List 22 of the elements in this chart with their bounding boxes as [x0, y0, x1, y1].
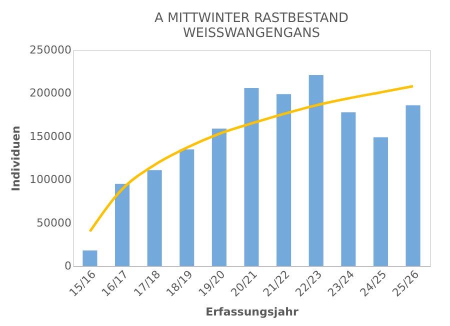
x-axis-title: Erfassungsjahr [206, 306, 299, 319]
y-tick-label: 100000 [30, 173, 72, 186]
bar [406, 105, 420, 266]
text: WEISSWANGENGANS [182, 26, 320, 41]
bar [308, 75, 324, 266]
bar [82, 250, 98, 266]
text: A MITTWINTER RASTBESTAND [154, 11, 348, 26]
bar [244, 88, 259, 266]
bar [341, 112, 356, 266]
y-tick-label: 250000 [30, 44, 72, 56]
line-series [88, 85, 414, 233]
bar [115, 184, 130, 266]
bar [180, 149, 194, 266]
bar [373, 137, 388, 266]
bar [276, 94, 292, 266]
bar [147, 170, 162, 266]
bar [212, 128, 226, 266]
y-tick-label: 200000 [30, 86, 72, 100]
y-tick-label: 150000 [30, 130, 72, 143]
y-tick-label: 0 [64, 260, 72, 272]
y-axis-title: Individuen [10, 126, 23, 192]
y-tick-label: 50000 [36, 216, 72, 230]
